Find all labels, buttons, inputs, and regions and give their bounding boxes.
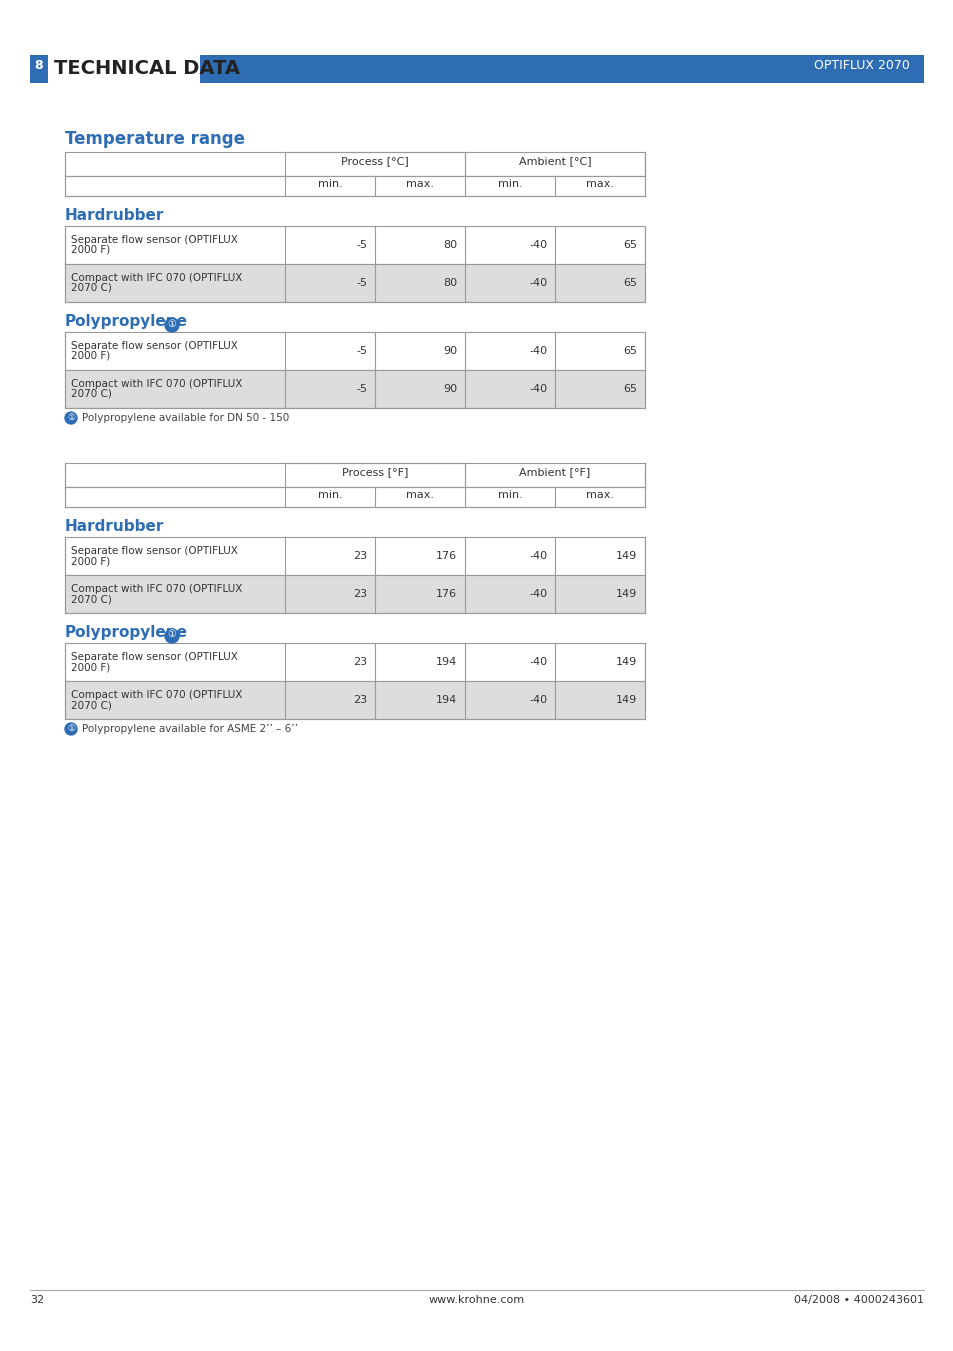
Text: 194: 194 xyxy=(436,657,456,667)
Text: ①: ① xyxy=(67,724,75,734)
Circle shape xyxy=(65,723,77,735)
Text: 65: 65 xyxy=(622,384,637,394)
Text: 04/2008 • 4000243601: 04/2008 • 4000243601 xyxy=(793,1296,923,1305)
Bar xyxy=(200,55,923,82)
Text: 23: 23 xyxy=(353,657,367,667)
Text: 2070 C): 2070 C) xyxy=(71,389,112,399)
Text: Polypropylene: Polypropylene xyxy=(65,626,188,640)
Text: -40: -40 xyxy=(528,240,546,250)
Text: Temperature range: Temperature range xyxy=(65,130,245,149)
Bar xyxy=(65,576,644,613)
Bar xyxy=(65,486,644,507)
Text: 90: 90 xyxy=(442,384,456,394)
Bar xyxy=(65,153,644,176)
Text: -40: -40 xyxy=(528,278,546,288)
Bar xyxy=(65,332,644,370)
Circle shape xyxy=(165,317,179,332)
Text: Ambient [°F]: Ambient [°F] xyxy=(519,467,590,477)
Text: -5: -5 xyxy=(355,346,367,357)
Text: Compact with IFC 070 (OPTIFLUX: Compact with IFC 070 (OPTIFLUX xyxy=(71,690,242,700)
Text: -40: -40 xyxy=(528,551,546,561)
Text: Hardrubber: Hardrubber xyxy=(65,208,164,223)
Text: 23: 23 xyxy=(353,551,367,561)
Text: Separate flow sensor (OPTIFLUX: Separate flow sensor (OPTIFLUX xyxy=(71,546,237,557)
Text: Separate flow sensor (OPTIFLUX: Separate flow sensor (OPTIFLUX xyxy=(71,340,237,351)
Text: Ambient [°C]: Ambient [°C] xyxy=(518,155,591,166)
Text: Process [°F]: Process [°F] xyxy=(342,467,408,477)
Text: 149: 149 xyxy=(615,657,637,667)
Text: 2070 C): 2070 C) xyxy=(71,700,112,711)
Text: 65: 65 xyxy=(622,240,637,250)
Text: 176: 176 xyxy=(436,551,456,561)
Text: 80: 80 xyxy=(442,278,456,288)
Text: Polypropylene available for DN 50 - 150: Polypropylene available for DN 50 - 150 xyxy=(82,413,289,423)
Text: Compact with IFC 070 (OPTIFLUX: Compact with IFC 070 (OPTIFLUX xyxy=(71,584,242,594)
Text: ①: ① xyxy=(168,319,176,330)
Text: 2000 F): 2000 F) xyxy=(71,557,111,566)
Text: -5: -5 xyxy=(355,384,367,394)
Text: ①: ① xyxy=(67,413,75,422)
Text: -40: -40 xyxy=(528,589,546,598)
Text: 32: 32 xyxy=(30,1296,44,1305)
Text: -40: -40 xyxy=(528,657,546,667)
Text: 8: 8 xyxy=(34,59,43,72)
Text: Separate flow sensor (OPTIFLUX: Separate flow sensor (OPTIFLUX xyxy=(71,235,237,245)
Text: -5: -5 xyxy=(355,278,367,288)
Text: 194: 194 xyxy=(436,694,456,705)
Text: max.: max. xyxy=(406,178,434,189)
Text: 2070 C): 2070 C) xyxy=(71,282,112,293)
Text: min.: min. xyxy=(497,490,522,500)
Text: 23: 23 xyxy=(353,694,367,705)
Circle shape xyxy=(165,630,179,643)
Text: 80: 80 xyxy=(442,240,456,250)
Bar xyxy=(65,463,644,486)
Text: Polypropylene: Polypropylene xyxy=(65,313,188,330)
Text: -40: -40 xyxy=(528,384,546,394)
Text: Compact with IFC 070 (OPTIFLUX: Compact with IFC 070 (OPTIFLUX xyxy=(71,380,242,389)
Text: Separate flow sensor (OPTIFLUX: Separate flow sensor (OPTIFLUX xyxy=(71,653,237,662)
Text: Polypropylene available for ASME 2’’ – 6’’: Polypropylene available for ASME 2’’ – 6… xyxy=(82,724,297,734)
Text: -5: -5 xyxy=(355,240,367,250)
Text: -40: -40 xyxy=(528,346,546,357)
Circle shape xyxy=(65,412,77,424)
Text: max.: max. xyxy=(585,178,614,189)
Bar xyxy=(65,176,644,196)
Bar xyxy=(65,681,644,719)
Text: www.krohne.com: www.krohne.com xyxy=(429,1296,524,1305)
Text: 149: 149 xyxy=(615,589,637,598)
Bar xyxy=(65,643,644,681)
Text: 176: 176 xyxy=(436,589,456,598)
Text: TECHNICAL DATA: TECHNICAL DATA xyxy=(54,59,240,78)
Bar xyxy=(65,226,644,263)
Text: Hardrubber: Hardrubber xyxy=(65,519,164,534)
Text: 65: 65 xyxy=(622,278,637,288)
Bar xyxy=(65,536,644,576)
Bar xyxy=(65,263,644,303)
Bar xyxy=(30,55,48,82)
Text: max.: max. xyxy=(406,490,434,500)
Text: 2000 F): 2000 F) xyxy=(71,662,111,671)
Text: min.: min. xyxy=(317,178,342,189)
Text: min.: min. xyxy=(317,490,342,500)
Text: 90: 90 xyxy=(442,346,456,357)
Text: 149: 149 xyxy=(615,551,637,561)
Text: 2000 F): 2000 F) xyxy=(71,351,111,361)
Bar xyxy=(65,370,644,408)
Text: -40: -40 xyxy=(528,694,546,705)
Text: ①: ① xyxy=(168,630,176,639)
Text: Compact with IFC 070 (OPTIFLUX: Compact with IFC 070 (OPTIFLUX xyxy=(71,273,242,282)
Text: 2000 F): 2000 F) xyxy=(71,245,111,255)
Text: 23: 23 xyxy=(353,589,367,598)
Text: 149: 149 xyxy=(615,694,637,705)
Text: 65: 65 xyxy=(622,346,637,357)
Text: min.: min. xyxy=(497,178,522,189)
Text: 2070 C): 2070 C) xyxy=(71,594,112,604)
Text: max.: max. xyxy=(585,490,614,500)
Text: Process [°C]: Process [°C] xyxy=(341,155,409,166)
Text: OPTIFLUX 2070: OPTIFLUX 2070 xyxy=(813,59,909,72)
